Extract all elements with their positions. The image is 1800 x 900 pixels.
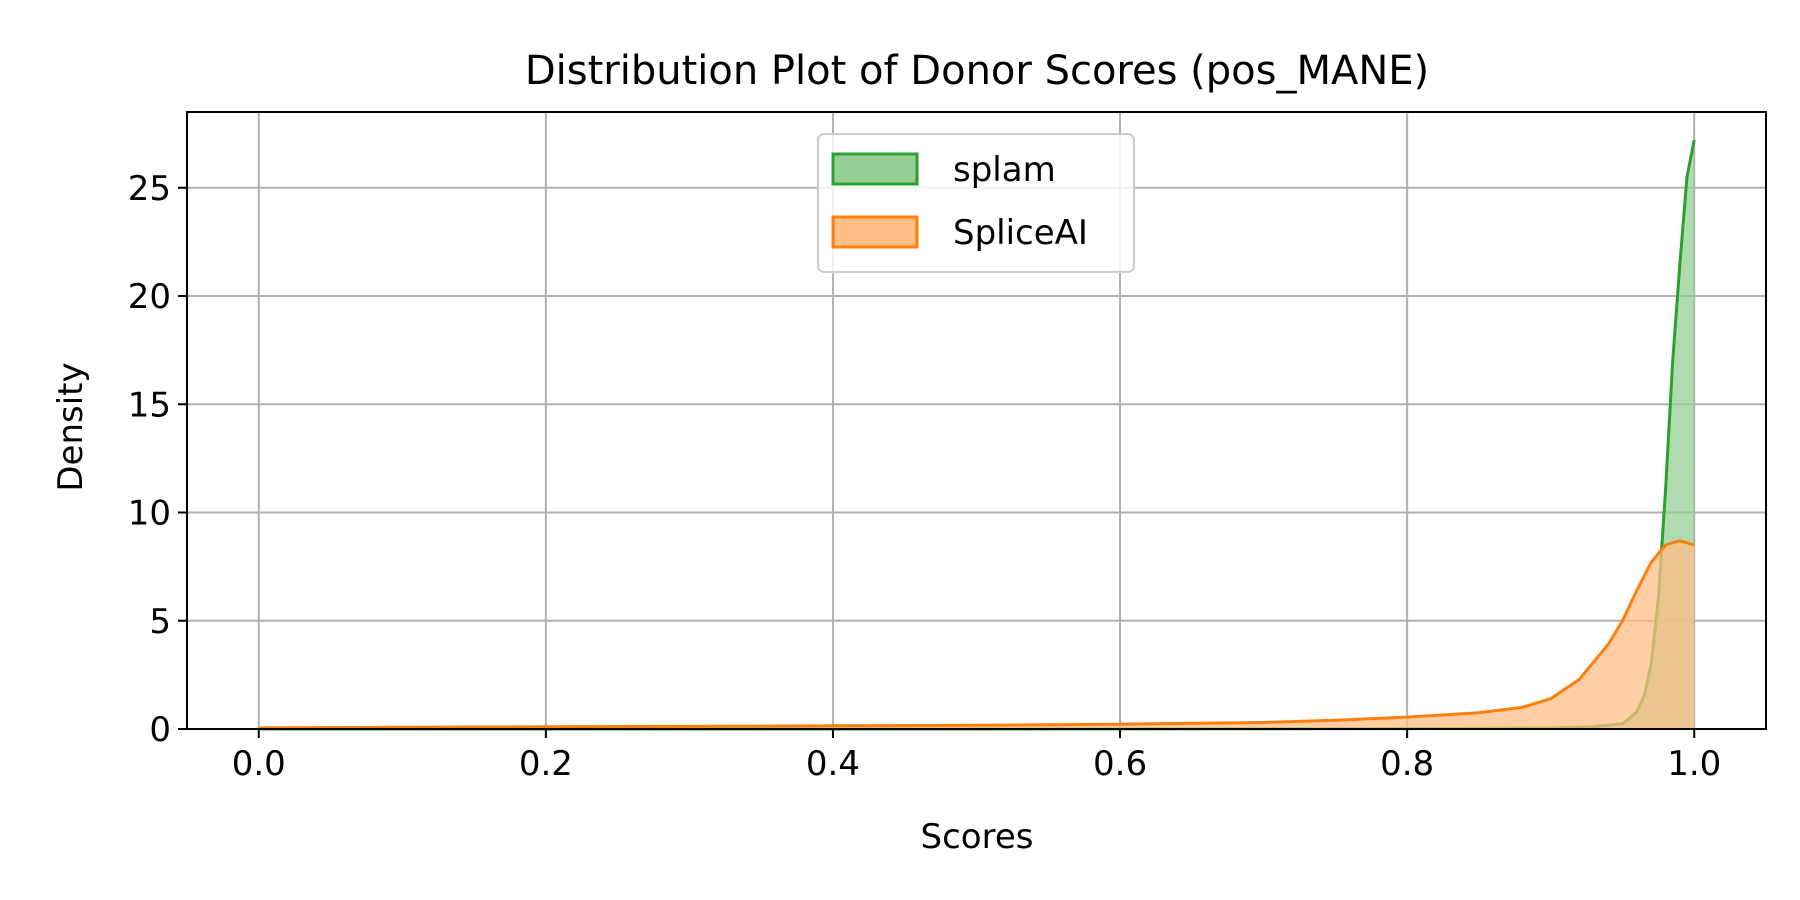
x-tick-label-0: 0.0 <box>232 744 286 784</box>
y-tick-label-4: 20 <box>128 277 171 317</box>
y-tick-label-2: 10 <box>128 494 171 534</box>
x-tick-label-2: 0.4 <box>806 744 860 784</box>
y-tick-label-5: 25 <box>128 169 171 209</box>
series-area-spliceai <box>258 540 1695 729</box>
x-tick-label-3: 0.6 <box>1093 744 1147 784</box>
legend-label-spliceai: SpliceAI <box>953 213 1088 253</box>
x-tick-label-1: 0.2 <box>519 744 573 784</box>
series-line-spliceai <box>258 539 1695 730</box>
legend-label-splam: splam <box>953 150 1056 190</box>
x-tick-label-5: 1.0 <box>1667 744 1721 784</box>
y-tick-label-1: 5 <box>149 602 171 642</box>
y-tick-label-0: 0 <box>149 710 171 750</box>
legend: splam SpliceAI <box>817 133 1135 273</box>
x-axis-label: Scores <box>921 817 1034 857</box>
chart-title: Distribution Plot of Donor Scores (pos_M… <box>525 48 1429 94</box>
axes: 0.0 0.2 0.4 0.6 0.8 1.0 0 5 10 15 20 25 <box>128 111 1767 784</box>
plot-frame <box>186 111 1767 730</box>
legend-swatch-splam <box>831 152 919 186</box>
y-tick-label-3: 15 <box>128 385 171 425</box>
x-tick-label-4: 0.8 <box>1380 744 1434 784</box>
y-axis-label: Density <box>51 362 91 491</box>
legend-swatch-spliceai <box>831 215 919 249</box>
